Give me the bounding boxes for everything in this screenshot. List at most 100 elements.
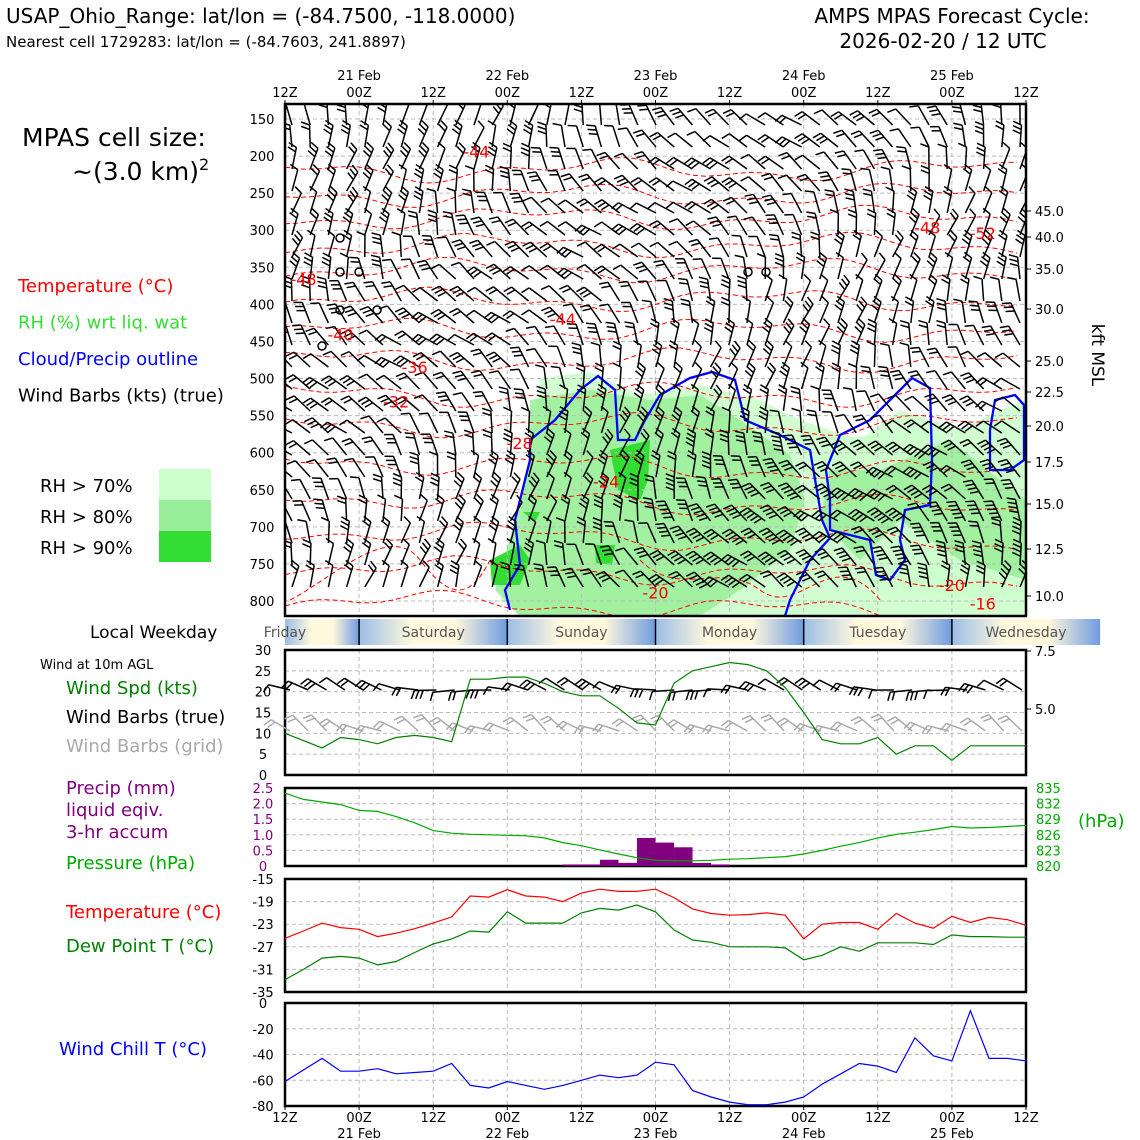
wind-barb [841,494,850,501]
wind-barb [400,522,412,544]
wind-barb [800,361,809,369]
wind-barb [509,119,518,127]
wind-barb [870,304,879,311]
cloud-outline-path [503,370,832,616]
wind-barb [438,263,457,280]
wind-barb [499,390,509,395]
wind-barb [855,279,864,302]
wind-barb [1010,302,1021,324]
wind-barb [657,383,665,392]
wind-barb [866,340,876,346]
wind-barb [727,478,738,482]
wind-barb [527,104,539,126]
wind-barb [641,299,651,303]
title-right-line1: AMPS MPAS Forecast Cycle: [814,4,1089,28]
wind-barb [740,176,749,182]
wind-barb [791,407,801,412]
wind-barb [947,400,957,406]
wind-barb [645,280,657,302]
wind-barb [310,353,329,368]
precip-bar [674,847,693,866]
wind-barb [710,556,719,563]
true-wind-barb [724,685,731,695]
wind10-label: Wind at 10m AGL [40,658,154,673]
wind-barb [601,221,621,236]
wind-barb [383,400,393,406]
wind-barb [964,425,973,432]
upper-wind-barbs [285,104,1026,589]
wind-barb [351,186,359,195]
wind-barb [765,510,775,516]
wind-barb [328,189,336,198]
grid-wind-barb [393,715,403,721]
wind-barb [374,334,383,342]
top-time-tick: 12Z [272,86,298,101]
wind-barb [665,473,675,478]
wind-barb [707,216,717,220]
wind-barb [880,166,890,170]
wind-barb [343,229,353,237]
wind-barb [873,470,882,478]
wind-barb [418,500,428,522]
panel-y-tick: -35 [252,986,273,1001]
wind-barb [928,420,948,434]
wind-barb [397,333,407,339]
wind-barb [323,423,332,431]
wind-barb [408,412,421,434]
wind-barb [811,531,820,538]
wind-barb [965,483,975,487]
wind-barb [1002,141,1011,150]
wind-barb [671,414,680,422]
wind-barb [475,223,485,228]
wind-barb [942,190,952,197]
wind-barb [796,512,805,520]
wind-barb [651,454,660,461]
true-wind-barb [702,688,708,698]
wind-barb [706,554,715,561]
wind-barb [324,212,333,219]
wind-barb [362,172,371,180]
wind-barb [905,296,914,302]
wind-barb [294,234,301,243]
wind-barb [1020,207,1026,214]
wind-barb [327,192,338,214]
wind-barb [768,233,779,237]
wind-barb [801,576,811,582]
wind-barb [517,193,530,214]
temperature-contour [285,256,1018,284]
wind-barb [928,490,938,496]
wind-barb [547,242,566,258]
wind-barb [892,512,901,519]
wind-barb [968,186,976,194]
grid-wind-barb [555,720,564,728]
wind-barb [564,199,584,214]
wind-barb [1019,174,1026,192]
true-wind-barb [354,679,363,688]
grid-wind-barb [539,715,549,721]
wind-barb [731,536,741,543]
wind-barb [340,329,350,335]
wind-barb [339,524,349,531]
weekday-cell [507,619,656,645]
wind-barb [816,361,825,369]
wind-barb [1018,568,1026,576]
wind-barb [783,511,792,518]
wind-barb [339,252,349,258]
wind-barb [360,104,369,109]
wind-barb [851,389,857,412]
temperature-label: -44 [463,142,489,161]
wind-barb [635,573,645,579]
wind-barb [675,114,685,119]
wind-barb [923,194,932,201]
wind-barb [740,527,750,533]
wind-barb [346,380,355,387]
wind-barb [584,405,593,414]
grid-wind-barb [727,719,748,732]
wind-barb [401,258,411,261]
wind-barb [913,450,922,458]
wind-barb [964,229,973,237]
wind-barb [786,537,795,544]
wind-barb [942,371,952,376]
grid-wind-barb [615,720,624,728]
wind-barb [292,251,301,259]
